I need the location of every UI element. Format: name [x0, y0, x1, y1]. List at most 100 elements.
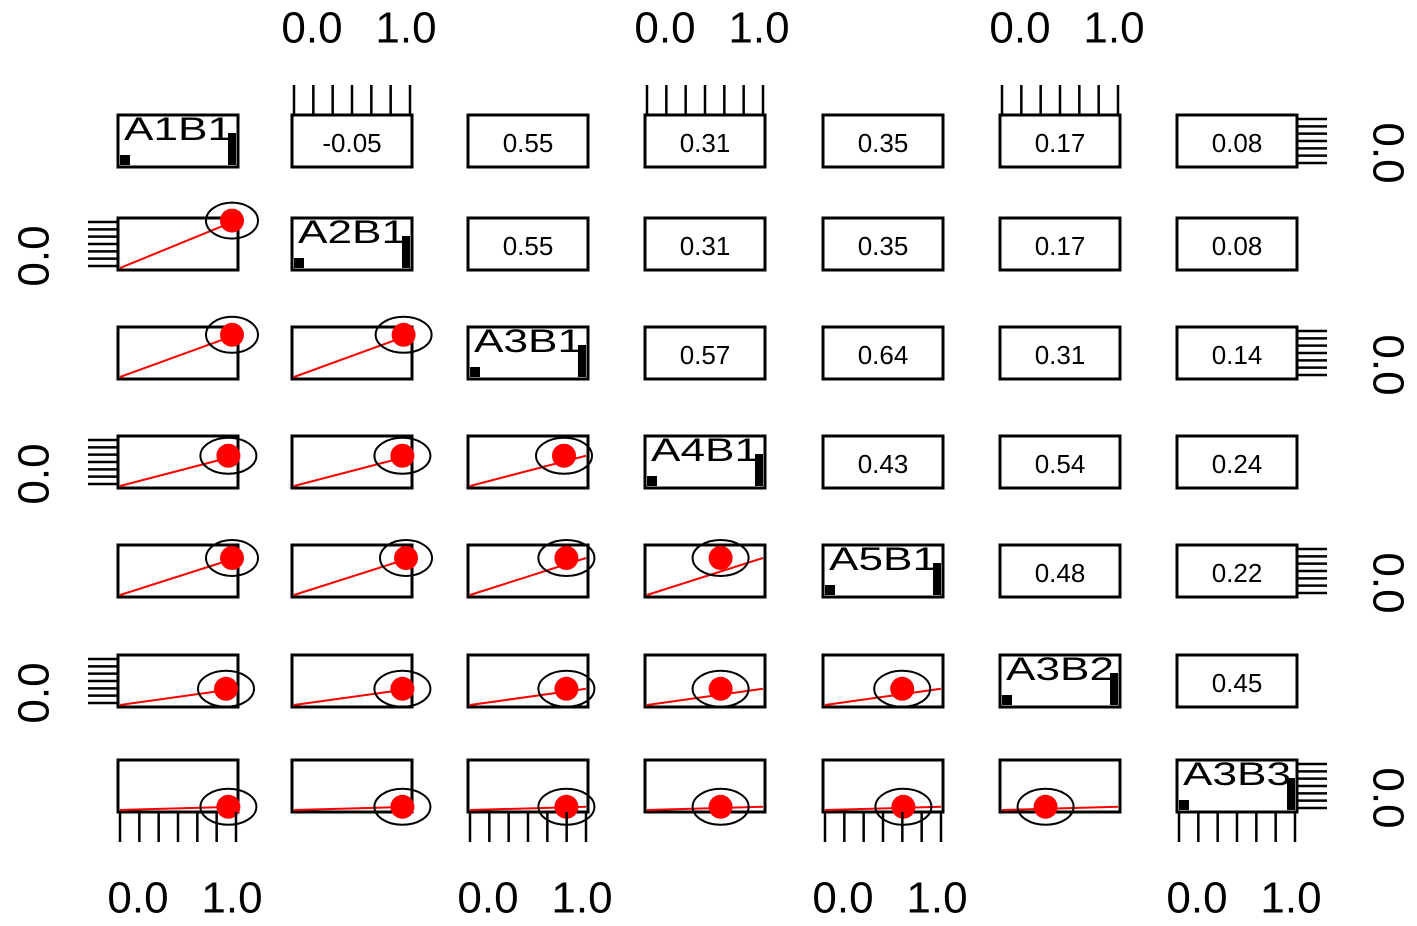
data-point-3-2	[552, 443, 576, 468]
top-axis-label-min-1: 0.0	[281, 4, 342, 53]
data-point-3-0	[216, 443, 241, 468]
data-point-5-1	[390, 676, 415, 701]
histogram-bar-left-2	[470, 367, 480, 377]
top-axis-label-max-5: 1.0	[1083, 4, 1144, 53]
correlation-A3B1-A3B3: 0.14	[1212, 340, 1263, 370]
histogram-bar-left-1	[294, 258, 304, 268]
panel-frame-1-5	[998, 216, 1122, 272]
density-ellipse-1-0	[205, 201, 259, 240]
density-ellipse-5-1	[373, 669, 432, 708]
density-ellipse-3-0	[199, 436, 258, 475]
right-axis-label-0: 0.0	[1364, 122, 1413, 183]
smooth-line-6-3	[646, 805, 764, 811]
panel-frame-4-0	[116, 543, 240, 599]
smooth-line-5-1	[293, 687, 411, 706]
diagonal-label-A3B1: A3B1	[474, 323, 582, 359]
smooth-line-6-4	[824, 805, 942, 811]
panel-frame-1-2	[466, 216, 590, 272]
histogram-bar-1	[402, 236, 410, 268]
data-point-4-0	[220, 546, 244, 570]
correlation-A4B1-A5B1: 0.43	[858, 449, 909, 479]
histogram-bar-left-0	[120, 155, 130, 165]
data-point-6-3	[708, 794, 733, 819]
smooth-line-4-1	[293, 557, 411, 596]
correlation-A5B1-A3B3: 0.22	[1212, 558, 1263, 588]
histogram-bar-3	[755, 454, 763, 486]
correlation-A2B1-A3B1: 0.55	[503, 231, 554, 261]
panel-frame-6-3	[643, 758, 767, 814]
diagonal-label-A5B1: A5B1	[829, 541, 937, 577]
top-axis-label-max-1: 1.0	[375, 4, 436, 53]
correlation-A3B1-A4B1: 0.57	[680, 340, 731, 370]
data-point-5-2	[554, 676, 579, 701]
density-ellipse-6-5	[1016, 787, 1075, 826]
panel-frame-4-5	[998, 543, 1122, 599]
panel-frame-0-4	[821, 113, 945, 169]
correlation-A1B1-A3B3: 0.08	[1212, 128, 1263, 158]
panel-frame-3-4	[821, 434, 945, 490]
data-point-6-0	[216, 794, 241, 819]
correlation-A2B1-A5B1: 0.35	[858, 231, 909, 261]
correlation-A3B2-A3B3: 0.45	[1212, 668, 1263, 698]
correlation-A2B1-A3B3: 0.08	[1212, 231, 1263, 261]
diagonal-label-A2B1: A2B1	[298, 214, 406, 250]
panel-frame-1-1	[290, 216, 414, 272]
top-axis-label-min-5: 0.0	[989, 4, 1050, 53]
density-ellipse-6-3	[691, 787, 750, 826]
data-point-5-3	[708, 676, 733, 701]
panel-frame-5-4	[821, 653, 945, 709]
panel-frame-0-0	[116, 113, 240, 169]
panel-frame-3-3	[643, 434, 767, 490]
correlation-A1B1-A2B1: -0.05	[322, 128, 381, 158]
density-ellipse-2-0	[205, 315, 259, 354]
panel-frame-1-4	[821, 216, 945, 272]
correlation-A1B1-A3B2: 0.17	[1035, 128, 1086, 158]
bottom-axis-label-max-4: 1.0	[906, 874, 967, 923]
histogram-bar-left-6	[1179, 800, 1189, 810]
data-point-6-4	[891, 794, 916, 819]
density-ellipse-2-1	[374, 315, 433, 354]
panel-frame-5-6	[1175, 653, 1299, 709]
histogram-bar-left-4	[825, 585, 835, 595]
density-ellipse-4-2	[537, 539, 596, 577]
diagonal-label-A3B3: A3B3	[1183, 756, 1291, 792]
bottom-axis-label-max-0: 1.0	[201, 874, 262, 923]
histogram-bar-2	[578, 345, 586, 377]
panel-frame-6-5	[998, 758, 1122, 814]
density-ellipse-5-0	[197, 669, 255, 708]
density-ellipse-6-0	[199, 787, 258, 826]
density-ellipse-3-2	[535, 436, 593, 475]
smooth-line-1-0	[119, 219, 237, 269]
right-axis-label-4: 0.0	[1364, 552, 1413, 613]
diagonal-label-A1B1: A1B1	[124, 111, 232, 147]
bottom-axis-label-min-4: 0.0	[812, 874, 873, 923]
data-point-6-1	[390, 794, 415, 819]
top-axis-label-max-3: 1.0	[728, 4, 789, 53]
data-point-6-5	[1033, 794, 1058, 819]
panel-frame-5-3	[643, 653, 767, 709]
panel-frame-4-2	[466, 543, 590, 599]
left-axis-label-5: 0.0	[10, 662, 59, 723]
smooth-line-6-5	[1001, 805, 1119, 811]
panel-frame-4-3	[643, 543, 767, 599]
histogram-bar-left-3	[647, 476, 657, 486]
data-point-4-2	[554, 546, 579, 570]
smooth-line-3-1	[293, 454, 411, 487]
panel-frame-6-4	[821, 758, 945, 814]
data-point-4-1	[394, 546, 418, 570]
smooth-line-5-3	[646, 687, 764, 706]
panel-frame-4-4	[821, 543, 945, 599]
smooth-line-5-4	[824, 687, 942, 706]
panel-frame-1-6	[1175, 216, 1299, 272]
panel-frame-4-1	[290, 543, 414, 599]
panel-frame-2-3	[643, 325, 767, 381]
histogram-bar-5	[1110, 673, 1118, 705]
data-point-6-2	[554, 794, 579, 819]
data-point-2-1	[391, 322, 416, 347]
panel-frame-3-6	[1175, 434, 1299, 490]
data-point-5-4	[890, 676, 915, 701]
panel-frame-5-2	[466, 653, 590, 709]
data-point-5-0	[214, 676, 238, 701]
correlation-A4B1-A3B2: 0.54	[1035, 449, 1086, 479]
panel-frame-3-2	[466, 434, 590, 490]
